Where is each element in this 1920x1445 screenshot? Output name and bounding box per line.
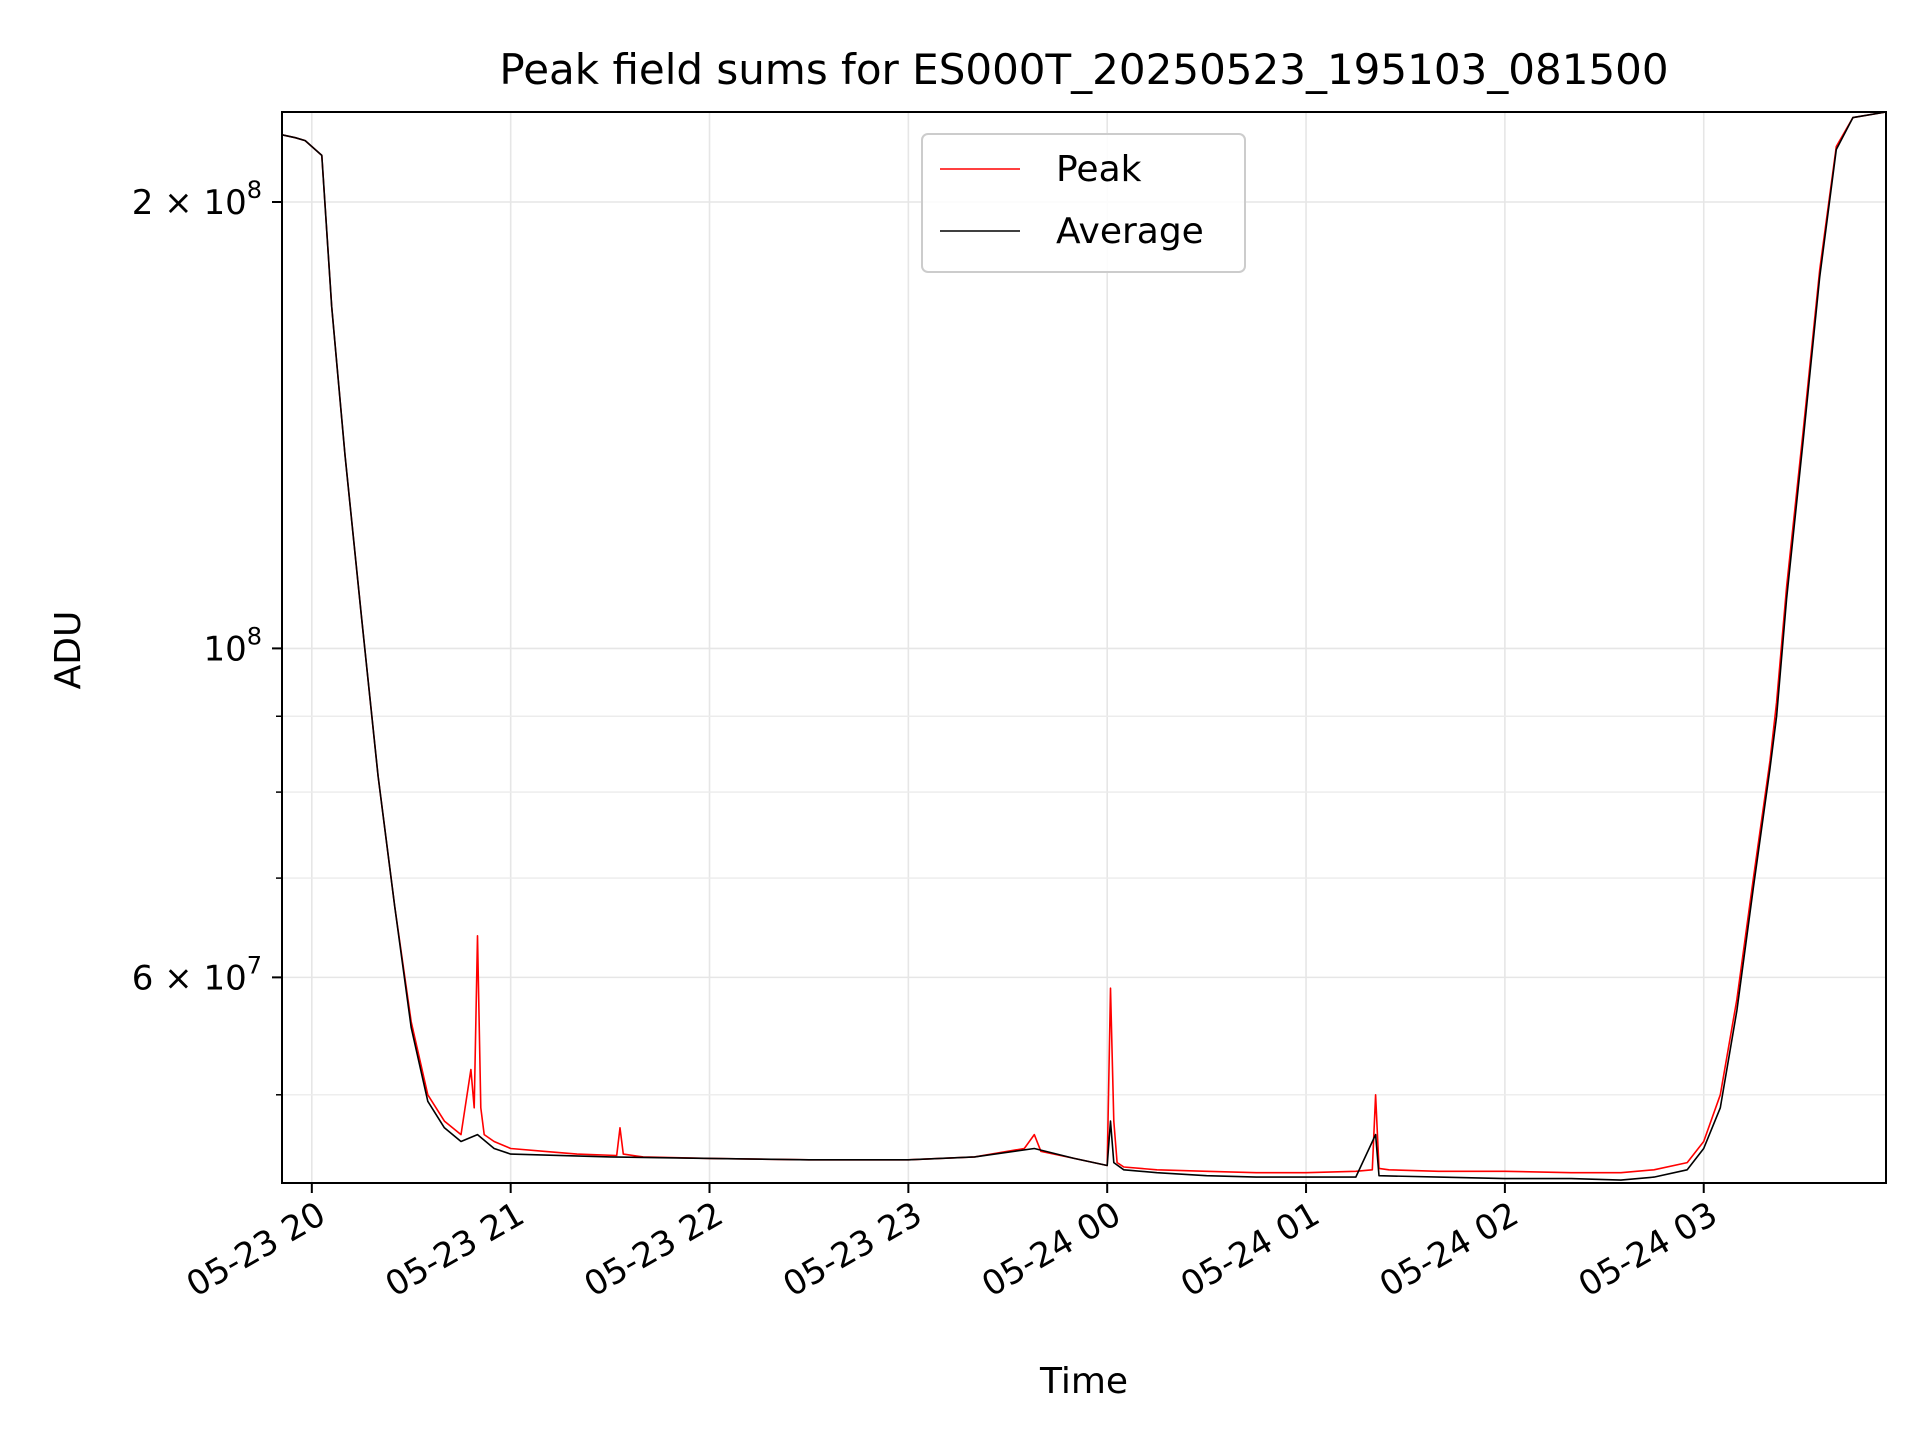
legend: Peak Average xyxy=(921,133,1246,273)
x-axis-title: Time xyxy=(1039,1361,1128,1402)
chart-title: Peak field sums for ES000T_20250523_1951… xyxy=(499,45,1668,94)
y-tick-label-1: 108 xyxy=(203,622,262,669)
y-tick-label-2: 2 × 108 xyxy=(132,176,262,223)
legend-label-average: Average xyxy=(1056,211,1204,252)
series-line-peak xyxy=(281,111,1887,1174)
series-line-average xyxy=(281,111,1887,1181)
series-layer xyxy=(281,111,1887,1181)
y-tick-label-0: 6 × 107 xyxy=(132,951,262,998)
legend-label-peak: Peak xyxy=(1056,149,1142,190)
y-axis-title: ADU xyxy=(48,611,89,690)
